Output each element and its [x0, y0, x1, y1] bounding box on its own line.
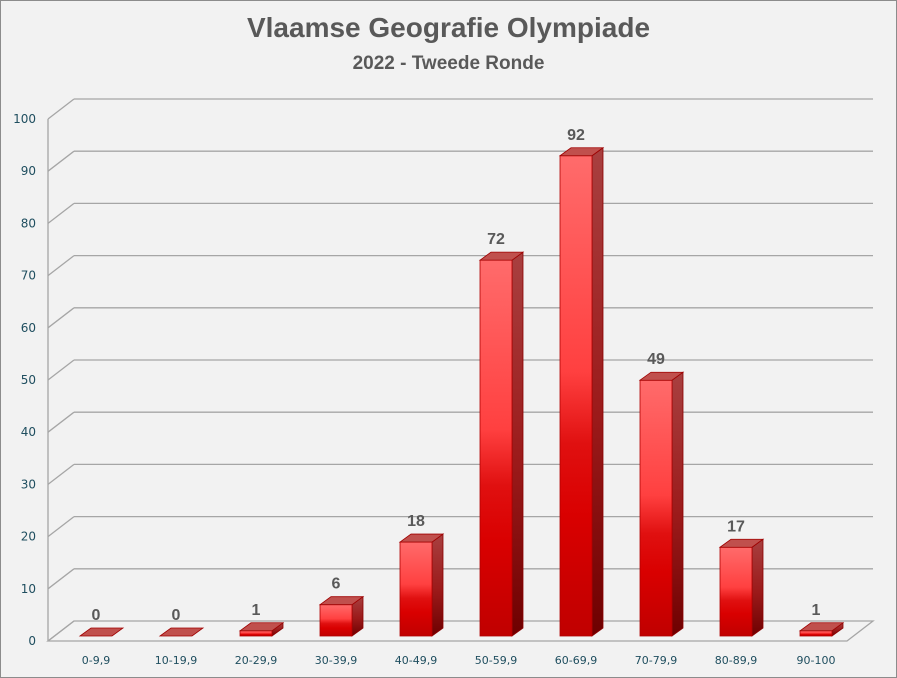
- x-tick-label: 40-49,9: [395, 654, 437, 667]
- data-label: 6: [332, 576, 341, 593]
- chart-subtitle: 2022 - Tweede Ronde: [352, 53, 545, 74]
- y-tick-label: 0: [28, 634, 36, 648]
- x-tick-label: 0-9,9: [82, 654, 110, 667]
- bar-40-49,9: 18: [398, 513, 445, 637]
- data-label: 72: [487, 231, 505, 248]
- y-tick-label: 10: [21, 582, 36, 596]
- y-tick-label: 60: [21, 321, 36, 335]
- y-tick-label: 70: [21, 269, 36, 283]
- chart-title: Vlaamse Geografie Olympiade: [246, 12, 651, 43]
- bar-90-100: 1: [798, 602, 845, 637]
- y-tick-label: 30: [21, 477, 36, 491]
- y-tick-label: 100: [13, 112, 36, 126]
- bar-50-59,9: 72: [478, 231, 525, 637]
- bar-60-69,9: 92: [558, 127, 605, 637]
- x-tick-label: 90-100: [797, 654, 836, 667]
- data-label: 92: [567, 127, 585, 144]
- data-label: 0: [92, 607, 101, 624]
- y-tick-label: 40: [21, 425, 36, 439]
- bar-20-29,9: 1: [238, 602, 285, 637]
- bar-70-79,9: 49: [638, 351, 685, 637]
- data-label: 18: [407, 513, 425, 530]
- bar-30-39,9: 6: [318, 576, 365, 637]
- data-label: 1: [812, 602, 821, 619]
- x-tick-label: 60-69,9: [555, 654, 597, 667]
- x-tick-label: 20-29,9: [235, 654, 277, 667]
- data-label: 17: [727, 518, 745, 535]
- gridlines: [46, 98, 875, 642]
- x-tick-label: 80-89,9: [715, 654, 757, 667]
- data-label: 0: [172, 607, 181, 624]
- x-tick-label: 30-39,9: [315, 654, 357, 667]
- x-tick-label: 70-79,9: [635, 654, 677, 667]
- x-tick-label: 50-59,9: [475, 654, 517, 667]
- x-axis-labels: 0-9,9 10-19,9 20-29,9 30-39,9 40-49,9 50-59,9…: [82, 654, 836, 667]
- bar-10-19,9: 0: [158, 607, 205, 637]
- x-tick-label: 10-19,9: [155, 654, 197, 667]
- bar-0-9,9: 0: [78, 607, 125, 637]
- bar-series: 0 0 1 6 18 72 92 49 17 1: [78, 127, 845, 637]
- bar-80-89,9: 17: [718, 518, 765, 637]
- y-tick-label: 90: [21, 164, 36, 178]
- data-label: 49: [647, 351, 665, 368]
- y-tick-label: 50: [21, 373, 36, 387]
- y-tick-label: 20: [21, 530, 36, 544]
- y-tick-label: 80: [21, 216, 36, 230]
- y-axis: 0 10 20 30 40 50 60 70 80 90 100: [13, 112, 49, 648]
- data-label: 1: [252, 602, 261, 619]
